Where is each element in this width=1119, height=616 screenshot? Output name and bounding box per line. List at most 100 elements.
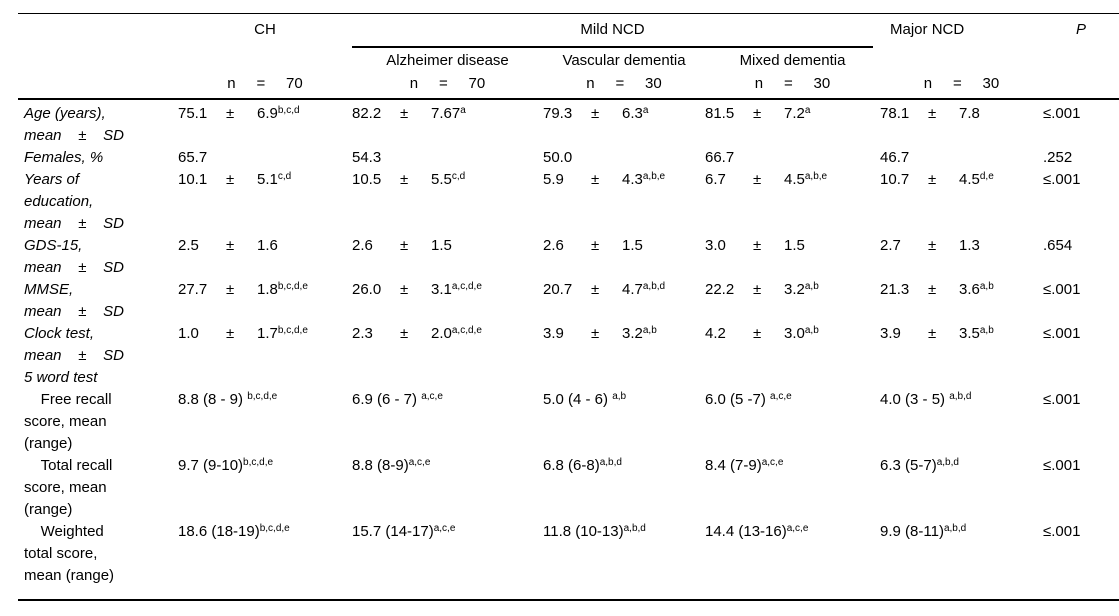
significance-superscript: d,e	[979, 171, 994, 182]
value-cell: 2.3 ±2.0a,c,d,e	[352, 323, 543, 367]
value-cell: 50.0	[543, 149, 573, 166]
ch-label: CH	[254, 21, 276, 38]
n-value-alzheimer: n = 70	[352, 71, 543, 100]
sd-value: 3.2a,b	[622, 325, 657, 342]
plus-minus-sign: ±	[591, 105, 600, 122]
significance-superscript: b,c,d,e	[247, 391, 278, 402]
significance-superscript: a,b,d	[949, 391, 972, 402]
value-cell: 4.0 (3 - 5) a,b,d	[880, 391, 972, 408]
col-group-major-ncd: Major NCD	[880, 14, 1043, 49]
p-value-cell: ≤.001	[1043, 281, 1081, 298]
significance-superscript: a,c,d,e	[451, 325, 482, 336]
value-cell: 8.4 (7-9)a,c,e	[705, 457, 784, 474]
value-cell: 26.0 ±3.1a,c,d,e	[352, 279, 543, 323]
mean-value: 2.7	[880, 237, 901, 254]
significance-superscript: a,c,e	[421, 391, 443, 402]
p-label: P	[1076, 21, 1087, 38]
significance-superscript: a	[804, 105, 811, 116]
value-cell: 66.7	[705, 149, 735, 166]
mean-value: 79.3	[543, 105, 573, 122]
significance-superscript: a,c,e	[433, 523, 456, 534]
plus-minus-sign: ±	[753, 171, 762, 188]
value-cell: 18.6 (18-19)b,c,d,e	[178, 523, 290, 540]
row-label: Free recall score, mean (range)	[24, 391, 112, 452]
significance-superscript: c,d	[451, 171, 466, 182]
blank-header-cell	[1043, 48, 1119, 71]
sd-value: 1.5	[431, 237, 452, 254]
mean-value: 82.2	[352, 105, 382, 122]
table-row: Weighted total score, mean (range) 18.6 (…	[18, 521, 1119, 600]
mean-value: 21.3	[880, 281, 910, 298]
n-value-ch: n = 70	[178, 71, 352, 100]
value-cell	[352, 367, 543, 389]
row-label: Years of education, mean ± SD	[24, 171, 124, 232]
sd-value: 3.6a,b	[959, 281, 994, 298]
value-cell: 81.5 ±7.2a	[705, 99, 880, 147]
mean-value: 3.9	[543, 325, 564, 342]
n-value-mixed: n = 30	[705, 71, 881, 100]
significance-superscript: a,b,e	[804, 171, 828, 182]
significance-superscript: c,d	[277, 171, 292, 182]
significance-superscript: a,b	[642, 325, 657, 336]
sd-value: 1.7b,c,d,e	[257, 325, 308, 342]
sd-value: 6.3a	[622, 105, 649, 122]
plus-minus-sign: ±	[226, 171, 235, 188]
value-cell: 6.7 ±4.5a,b,e	[705, 169, 880, 235]
mean-value: 26.0	[352, 281, 382, 298]
significance-superscript: a,b,d	[936, 457, 959, 468]
col-group-mild-ncd: Mild NCD	[352, 14, 880, 48]
value-cell: 10.1 ±5.1c,d	[178, 169, 352, 235]
p-value-cell: ≤.001	[1043, 171, 1081, 188]
value-cell: 75.1 ±6.9b,c,d	[178, 99, 352, 147]
significance-superscript: a,b,d	[599, 457, 622, 468]
significance-superscript: b,c,d	[277, 105, 300, 116]
p-value-cell	[1043, 367, 1119, 389]
table-row: Free recall score, mean (range) 8.8 (8 - …	[18, 389, 1119, 455]
col-group-p: P	[1043, 14, 1119, 49]
sd-value: 4.5d,e	[959, 171, 994, 188]
table-row: Females, % 65.7 54.3 50.0 66.7 46.7 .252	[18, 147, 1119, 169]
plus-minus-sign: ±	[226, 281, 235, 298]
mean-value: 6.7	[705, 171, 726, 188]
value-cell: 20.7 ±4.7a,b,d	[543, 279, 705, 323]
value-cell: 6.8 (6-8)a,b,d	[543, 457, 622, 474]
sd-value: 3.5a,b	[959, 325, 994, 342]
plus-minus-sign: ±	[753, 325, 762, 342]
sd-value: 4.5a,b,e	[784, 171, 828, 188]
blank-header-cell	[178, 48, 352, 71]
mean-value: 2.5	[178, 237, 199, 254]
significance-superscript: a,c,d,e	[451, 281, 482, 292]
table-row: Years of education, mean ± SD 10.1 ±5.1c,d…	[18, 169, 1119, 235]
significance-superscript: a,c,e	[786, 523, 809, 534]
mild-ncd-label: Mild NCD	[352, 20, 874, 48]
row-label: 5 word test	[24, 369, 98, 386]
plus-minus-sign: ±	[226, 325, 235, 342]
table-row: Clock test, mean ± SD 1.0 ±1.7b,c,d,e 2.3 ±2…	[18, 323, 1119, 367]
value-cell: 4.2 ±3.0a,b	[705, 323, 880, 367]
col-header-mixed: Mixed dementia	[739, 52, 846, 69]
significance-superscript: b,c,d,e	[277, 325, 308, 336]
plus-minus-sign: ±	[591, 325, 600, 342]
table-row: Total recall score, mean (range) 9.7 (9-1…	[18, 455, 1119, 521]
significance-superscript: a	[460, 105, 466, 116]
value-cell: 6.0 (5 -7) a,c,e	[705, 391, 792, 408]
value-cell: 65.7	[178, 149, 208, 166]
plus-minus-sign: ±	[591, 281, 600, 298]
value-cell	[178, 367, 352, 389]
value-cell: 3.9 ±3.2a,b	[543, 323, 705, 367]
row-label: Females, %	[24, 149, 104, 166]
blank-header-cell	[18, 48, 178, 71]
plus-minus-sign: ±	[928, 237, 937, 254]
p-value-cell: ≤.001	[1043, 523, 1081, 540]
sd-value: 1.6	[257, 237, 278, 254]
sd-value: 4.7a,b,d	[622, 281, 666, 298]
row-label: MMSE, mean ± SD	[24, 281, 124, 320]
blank-header-cell	[18, 14, 178, 49]
plus-minus-sign: ±	[400, 171, 409, 188]
significance-superscript: b,c,d,e	[259, 523, 290, 534]
value-cell: 3.9 ±3.5a,b	[880, 323, 1043, 367]
blank-header-cell	[880, 48, 1043, 71]
value-cell: 9.9 (8-11)a,b,d	[880, 523, 967, 540]
table-row: 5 word test	[18, 367, 1119, 389]
comparison-table: CH Mild NCD Major NCD P Alzheimer diseas…	[18, 13, 1119, 601]
